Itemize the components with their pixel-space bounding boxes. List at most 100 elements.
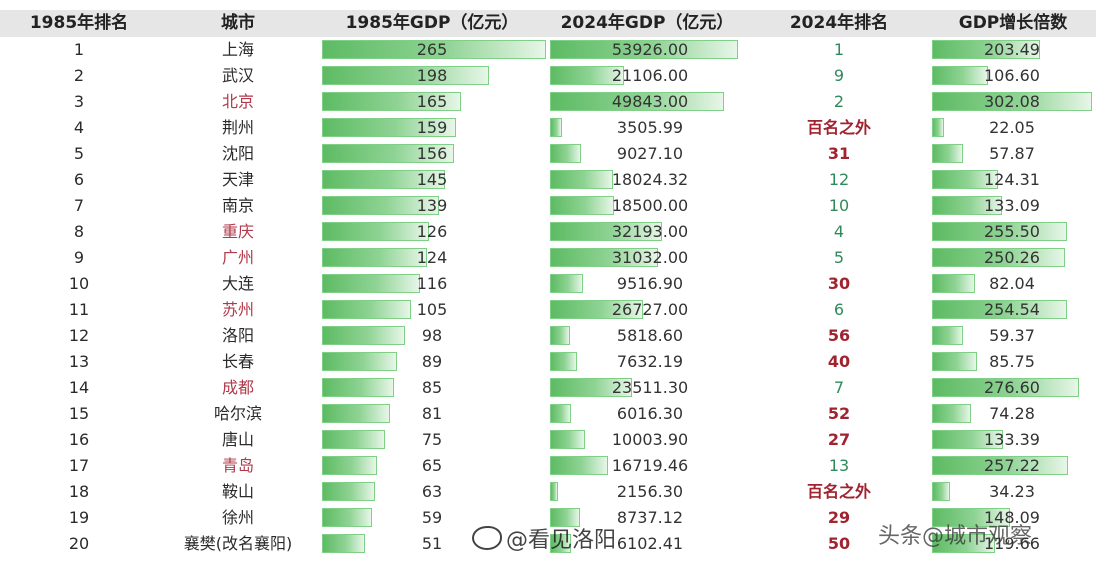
rank-1985-cell: 1 (73, 40, 85, 59)
city-cell: 成都 (221, 378, 254, 397)
gdp-2024-bar (550, 144, 582, 163)
gdp-2024-value: 49843.00 (611, 92, 689, 111)
gdp-1985-bar (322, 92, 462, 111)
rank-1985-cell: 11 (68, 300, 90, 319)
rank-1985-cell: 10 (68, 274, 90, 293)
rank-2024-cell: 百名之外 (806, 482, 871, 501)
rank-1985-cell: 9 (73, 248, 85, 267)
gdp-2024-bar (550, 170, 613, 189)
table-row: 13 长春 89 7632.19 40 85.75 (0, 349, 1096, 375)
header-city: 城市 (158, 10, 318, 37)
header-gdp-2024: 2024年GDP（亿元） (546, 10, 748, 37)
city-cell: 广州 (221, 248, 254, 267)
gdp-1985-bar (322, 326, 405, 345)
growth-multiple-bar (932, 404, 972, 423)
table-row: 14 成都 85 23511.30 7 276.60 (0, 375, 1096, 401)
rank-2024-cell: 6 (833, 300, 845, 319)
gdp-2024-bar (550, 196, 615, 215)
gdp-1985-bar (322, 66, 490, 85)
gdp-2024-value: 7632.19 (616, 352, 684, 371)
gdp-2024-bar (550, 66, 624, 85)
rank-1985-cell: 18 (68, 482, 90, 501)
weibo-handle: @看见洛阳 (506, 528, 617, 553)
gdp-2024-value: 2156.30 (616, 482, 684, 501)
rank-2024-cell: 56 (827, 326, 851, 345)
gdp-2024-value: 5818.60 (616, 326, 684, 345)
table-row: 2 武汉 198 21106.00 9 106.60 (0, 63, 1096, 89)
table-row: 18 鞍山 63 2156.30 百名之外 34.23 (0, 479, 1096, 505)
rank-2024-cell: 10 (828, 196, 850, 215)
gdp-2024-value: 9027.10 (616, 144, 684, 163)
weibo-icon (472, 526, 502, 550)
growth-multiple-bar (932, 430, 1003, 449)
gdp-2024-value: 53926.00 (611, 40, 689, 59)
city-cell: 荆州 (221, 118, 254, 137)
rank-2024-cell: 2 (833, 92, 845, 111)
header-rank-2024: 2024年排名 (748, 10, 930, 37)
gdp-2024-bar (550, 92, 724, 111)
rank-1985-cell: 2 (73, 66, 85, 85)
gdp-1985-value: 105 (416, 300, 448, 319)
gdp-2024-value: 6016.30 (616, 404, 684, 423)
table-row: 6 天津 145 18024.32 12 124.31 (0, 167, 1096, 193)
growth-multiple-value: 124.31 (984, 170, 1040, 189)
rank-2024-cell: 40 (827, 352, 851, 371)
growth-multiple-bar (932, 274, 976, 293)
rank-1985-cell: 17 (68, 456, 90, 475)
growth-multiple-value: 82.04 (989, 274, 1035, 293)
gdp-2024-bar (550, 118, 563, 137)
growth-multiple-bar (932, 66, 989, 85)
city-cell: 鞍山 (221, 482, 254, 501)
rank-2024-cell: 1 (833, 40, 845, 59)
city-cell: 徐州 (221, 508, 254, 527)
rank-2024-cell: 4 (833, 222, 845, 241)
gdp-1985-value: 75 (421, 430, 443, 449)
growth-multiple-value: 203.49 (984, 40, 1040, 59)
city-cell: 沈阳 (221, 144, 254, 163)
gdp-1985-value: 63 (421, 482, 443, 501)
gdp-2024-bar (550, 222, 663, 241)
growth-multiple-bar (932, 378, 1079, 397)
gdp-1985-value: 85 (421, 378, 443, 397)
gdp-1985-bar (322, 170, 445, 189)
gdp-2024-value: 10003.90 (611, 430, 689, 449)
growth-multiple-value: 22.05 (989, 118, 1035, 137)
growth-multiple-value: 74.28 (989, 404, 1035, 423)
rank-1985-cell: 5 (73, 144, 85, 163)
gdp-1985-bar (322, 274, 421, 293)
growth-multiple-value: 57.87 (989, 144, 1035, 163)
gdp-2024-bar (550, 456, 609, 475)
city-cell: 唐山 (221, 430, 254, 449)
rank-2024-cell: 52 (827, 404, 851, 423)
rank-2024-cell: 31 (827, 144, 851, 163)
rank-1985-cell: 4 (73, 118, 85, 137)
rank-1985-cell: 8 (73, 222, 85, 241)
gdp-2024-value: 3505.99 (616, 118, 684, 137)
gdp-1985-value: 89 (421, 352, 443, 371)
gdp-2024-value: 18500.00 (611, 196, 689, 215)
growth-multiple-value: 119.66 (984, 534, 1040, 553)
city-cell: 哈尔滨 (213, 404, 262, 423)
rank-2024-cell: 29 (827, 508, 851, 527)
growth-multiple-value: 59.37 (989, 326, 1035, 345)
growth-multiple-value: 148.09 (984, 508, 1040, 527)
gdp-2024-bar (550, 326, 571, 345)
gdp-2024-value: 9516.90 (616, 274, 684, 293)
gdp-2024-value: 21106.00 (611, 66, 689, 85)
toutiao-watermark: 头条@城市观察 (878, 524, 1033, 549)
growth-multiple-bar (932, 534, 996, 553)
rank-1985-cell: 6 (73, 170, 85, 189)
gdp-2024-value: 23511.30 (611, 378, 689, 397)
growth-multiple-value: 257.22 (984, 456, 1040, 475)
table-row: 12 洛阳 98 5818.60 56 59.37 (0, 323, 1096, 349)
growth-multiple-bar (932, 118, 944, 137)
table-row: 4 荆州 159 3505.99 百名之外 22.05 (0, 115, 1096, 141)
growth-multiple-bar (932, 300, 1067, 319)
table-row: 8 重庆 126 32193.00 4 255.50 (0, 219, 1096, 245)
table-row: 11 苏州 105 26727.00 6 254.54 (0, 297, 1096, 323)
table-row: 16 唐山 75 10003.90 27 133.39 (0, 427, 1096, 453)
gdp-1985-value: 81 (421, 404, 443, 423)
table-row: 20 襄樊(改名襄阳) 51 6102.41 50 119.66 (0, 531, 1096, 557)
city-cell: 北京 (221, 92, 254, 111)
gdp-2024-bar (550, 534, 572, 553)
